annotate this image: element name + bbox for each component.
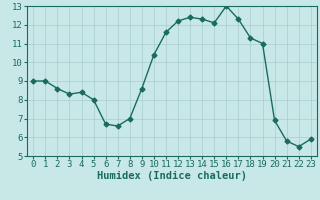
X-axis label: Humidex (Indice chaleur): Humidex (Indice chaleur): [97, 171, 247, 181]
